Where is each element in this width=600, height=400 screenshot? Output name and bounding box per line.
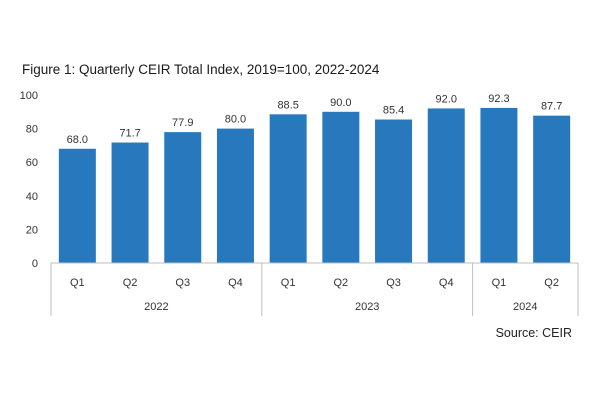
bar — [375, 119, 413, 263]
data-label: 92.0 — [436, 93, 457, 105]
bar — [111, 142, 149, 263]
x-tick-label: Q2 — [123, 277, 138, 289]
year-group-label: 2023 — [355, 301, 379, 313]
x-tick-label: Q1 — [281, 277, 296, 289]
y-tick-label: 100 — [20, 90, 38, 102]
bar — [480, 107, 518, 263]
data-label: 80.0 — [225, 114, 246, 126]
data-label: 68.0 — [67, 134, 88, 146]
bar — [427, 108, 465, 263]
x-tick-label: Q1 — [492, 277, 507, 289]
y-tick-label: 40 — [26, 191, 38, 203]
data-label: 85.4 — [383, 105, 404, 117]
bar — [322, 111, 360, 263]
bar — [164, 132, 202, 263]
x-tick-label: Q1 — [70, 277, 85, 289]
x-tick-label: Q2 — [334, 277, 349, 289]
data-label: 92.3 — [488, 93, 509, 105]
y-tick-label: 0 — [32, 258, 38, 270]
data-label: 77.9 — [172, 117, 193, 129]
bar — [533, 115, 571, 263]
x-tick-label: Q3 — [386, 277, 401, 289]
x-tick-label: Q3 — [175, 277, 190, 289]
x-tick-label: Q2 — [544, 277, 559, 289]
chart-title: Figure 1: Quarterly CEIR Total Index, 20… — [22, 62, 380, 77]
bar — [216, 128, 254, 263]
source-note: Source: CEIR — [495, 326, 572, 340]
x-tick-label: Q4 — [439, 277, 454, 289]
bar — [269, 114, 307, 263]
data-label: 90.0 — [330, 97, 351, 109]
y-tick-label: 20 — [26, 224, 38, 236]
year-group-label: 2024 — [513, 301, 537, 313]
y-tick-label: 60 — [26, 157, 38, 169]
y-tick-label: 80 — [26, 124, 38, 136]
data-label: 88.5 — [277, 99, 298, 111]
x-tick-label: Q4 — [228, 277, 243, 289]
bar — [58, 148, 96, 263]
year-group-label: 2022 — [144, 301, 168, 313]
data-label: 71.7 — [119, 128, 140, 140]
data-label: 87.7 — [541, 101, 562, 113]
